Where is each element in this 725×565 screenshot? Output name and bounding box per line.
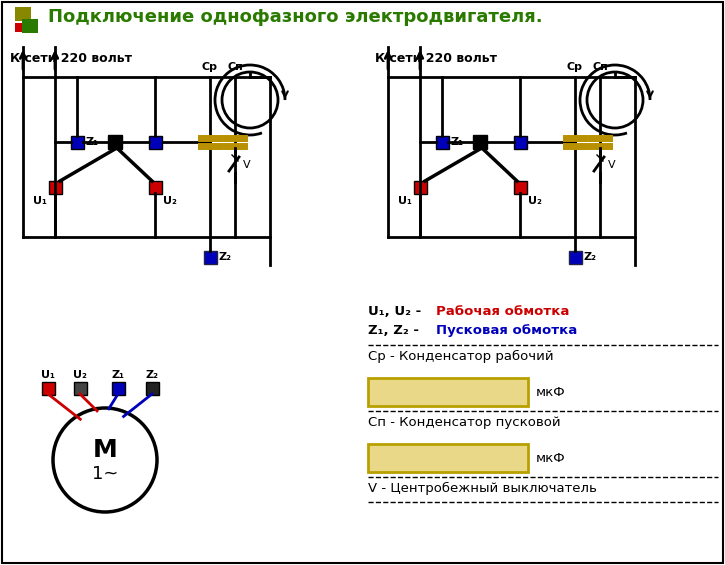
Text: U₂: U₂ [163,196,177,206]
Bar [473,135,487,149]
Text: Z₁: Z₁ [112,370,125,380]
Bar [15,7,31,21]
Bar [436,136,449,149]
Text: V: V [243,160,251,170]
Text: Подключение однофазного электродвигателя.: Подключение однофазного электродвигателя… [48,8,542,26]
Text: Cп - Конденсатор пусковой: Cп - Конденсатор пусковой [368,416,560,429]
Text: Z₂: Z₂ [219,252,232,262]
Bar [149,181,162,194]
Bar [514,136,527,149]
Bar [49,181,62,194]
Text: Cр: Cр [202,62,218,72]
Text: U₁: U₁ [33,196,47,206]
Bar [74,382,87,395]
Text: Пусковая обмотка: Пусковая обмотка [436,324,577,337]
Text: Z₁, Z₂ -: Z₁, Z₂ - [368,324,423,337]
Text: Cп: Cп [592,62,608,72]
Bar [204,251,217,264]
Bar [22,19,38,33]
Bar [42,382,55,395]
Text: мкФ: мкФ [536,385,566,398]
Text: К сети 220 вольт: К сети 220 вольт [10,52,132,65]
Bar [368,444,528,472]
Bar [108,135,122,149]
Text: Z₂: Z₂ [584,252,597,262]
Bar [414,181,427,194]
Text: Cр: Cр [567,62,583,72]
Bar [149,136,162,149]
Bar [71,136,84,149]
Text: U₁: U₁ [41,370,55,380]
Bar [15,23,25,32]
Text: Рабочая обмотка: Рабочая обмотка [436,305,569,318]
Text: 1~: 1~ [92,465,118,483]
Text: M: M [93,438,117,462]
Bar [514,181,527,194]
Bar [112,382,125,395]
Text: К сети 220 вольт: К сети 220 вольт [375,52,497,65]
Text: U₂: U₂ [528,196,542,206]
Text: Cр - Конденсатор рабочий: Cр - Конденсатор рабочий [368,350,554,363]
Text: Z₁: Z₁ [451,137,464,147]
Text: Z₁: Z₁ [86,137,99,147]
Text: Cп: Cп [227,62,243,72]
Bar [368,378,528,406]
Text: U₁: U₁ [398,196,412,206]
Text: Z₂: Z₂ [146,370,159,380]
Text: U₂: U₂ [73,370,87,380]
Text: V: V [608,160,616,170]
Bar [146,382,159,395]
Text: мкФ: мкФ [536,451,566,464]
Bar [569,251,582,264]
Text: V - Центробежный выключатель: V - Центробежный выключатель [368,482,597,495]
Text: U₁, U₂ -: U₁, U₂ - [368,305,426,318]
